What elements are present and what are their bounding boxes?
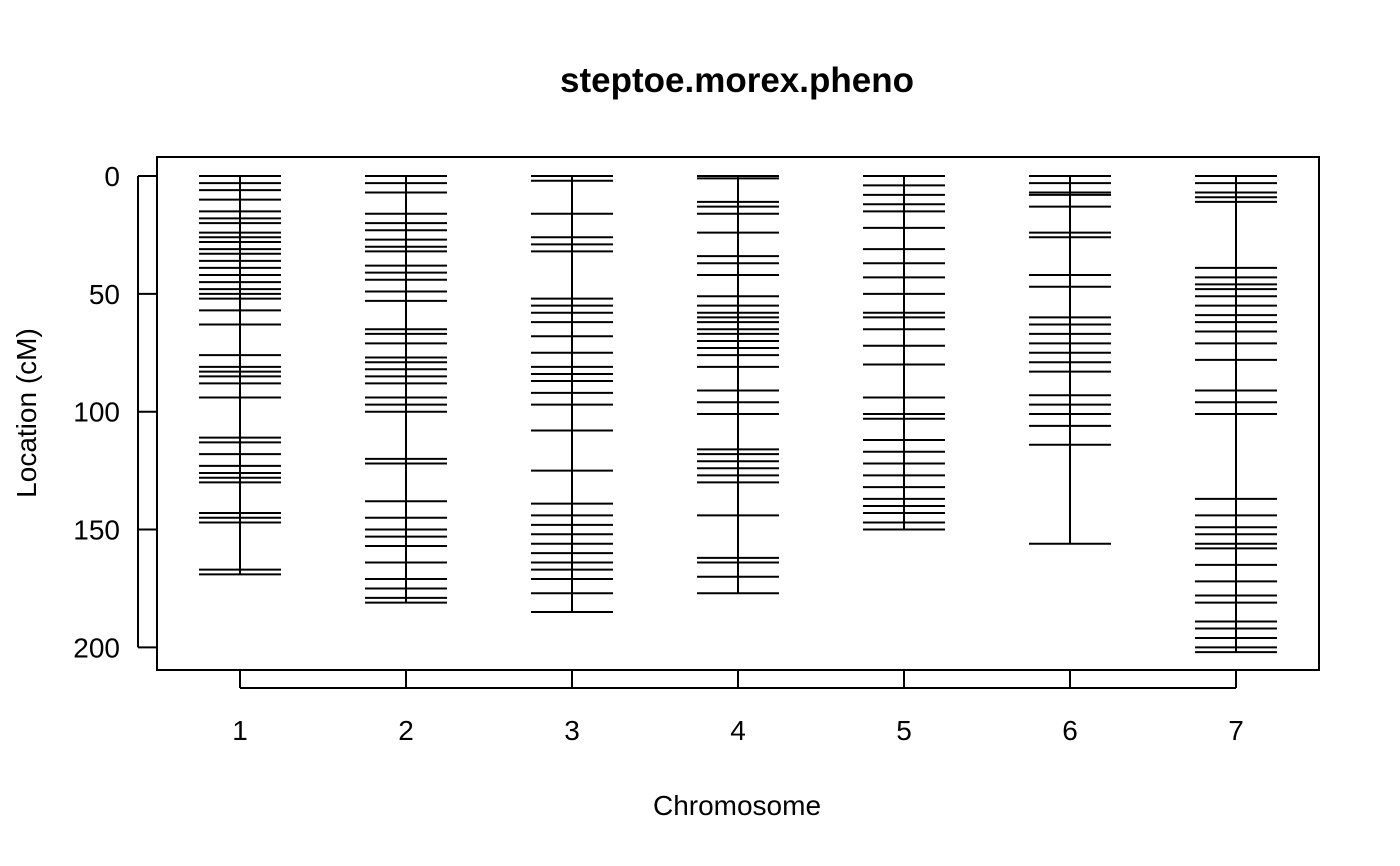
chromosome-5 [863, 175, 945, 531]
x-tick-label: 4 [730, 715, 746, 746]
chromosome-3 [531, 175, 613, 614]
markers-layer [199, 175, 1277, 654]
x-axis-label: Chromosome [653, 790, 821, 821]
x-tick-label: 7 [1228, 715, 1244, 746]
x-axis: 1 2 3 4 5 6 7 [232, 670, 1244, 746]
x-tick-label: 6 [1062, 715, 1078, 746]
chromosome-2 [365, 175, 447, 604]
y-tick-label: 50 [89, 279, 120, 310]
y-axis-label: Location (cM) [11, 328, 42, 498]
y-tick-label: 150 [73, 515, 120, 546]
chromosome-4 [697, 175, 779, 595]
chromosome-7 [1195, 175, 1277, 654]
y-axis: 0 50 100 150 200 [73, 161, 157, 663]
chart-title: steptoe.morex.pheno [560, 61, 914, 100]
y-tick-label: 0 [104, 161, 120, 192]
y-tick-label: 200 [73, 632, 120, 663]
chromosome-1 [199, 175, 281, 576]
x-tick-label: 2 [398, 715, 414, 746]
x-tick-label: 3 [564, 715, 580, 746]
x-tick-label: 1 [232, 715, 248, 746]
x-tick-label: 5 [896, 715, 912, 746]
chromosome-6 [1029, 175, 1111, 545]
y-tick-label: 100 [73, 397, 120, 428]
